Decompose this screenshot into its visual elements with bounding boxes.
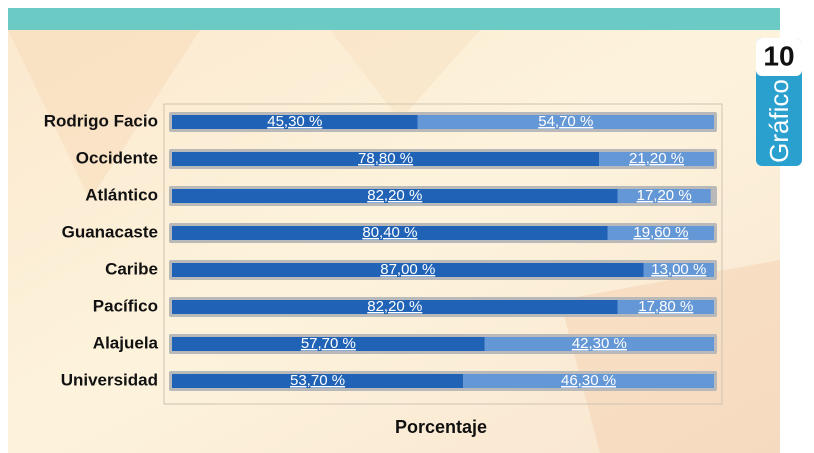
decor bbox=[8, 30, 200, 200]
value-label: 42,30 % bbox=[572, 335, 627, 352]
value-label: 21,20 % bbox=[629, 150, 684, 167]
plot-frame bbox=[163, 103, 723, 405]
value-label: 82,20 % bbox=[367, 187, 422, 204]
top-band bbox=[8, 8, 780, 30]
value-label: 19,60 % bbox=[633, 224, 688, 241]
bar-segment bbox=[172, 115, 418, 129]
category-label: Universidad bbox=[61, 370, 158, 389]
category-label: Rodrigo Facio bbox=[44, 111, 158, 130]
x-axis-label: Porcentaje bbox=[395, 417, 487, 437]
bar-segment bbox=[599, 152, 714, 166]
bar-segment bbox=[617, 300, 714, 314]
bar-segment bbox=[417, 115, 714, 129]
category-label: Atlántico bbox=[85, 185, 158, 204]
bar-segment bbox=[172, 374, 464, 388]
value-label: 13,00 % bbox=[651, 261, 706, 278]
decor bbox=[330, 30, 480, 120]
value-label: 57,70 % bbox=[301, 335, 356, 352]
bar-segment bbox=[484, 337, 714, 351]
value-label: 17,80 % bbox=[638, 298, 693, 315]
value-label: 80,40 % bbox=[362, 224, 417, 241]
value-label: 54,70 % bbox=[538, 113, 593, 130]
value-label: 53,70 % bbox=[290, 372, 345, 389]
category-label: Alajuela bbox=[93, 333, 159, 352]
bar-segment bbox=[617, 189, 711, 203]
value-label: 78,80 % bbox=[358, 150, 413, 167]
bar-segment bbox=[172, 189, 618, 203]
bar-segment bbox=[172, 300, 618, 314]
value-label: 82,20 % bbox=[367, 298, 422, 315]
bar-segment bbox=[607, 226, 714, 240]
value-label: 46,30 % bbox=[561, 372, 616, 389]
value-label: 17,20 % bbox=[637, 187, 692, 204]
bar-segment bbox=[172, 263, 644, 277]
badge-label: Gráfico bbox=[764, 79, 794, 163]
badge-number: 10 bbox=[763, 40, 794, 71]
bar-segment bbox=[463, 374, 714, 388]
value-label: 45,30 % bbox=[267, 113, 322, 130]
badge-top bbox=[756, 38, 802, 76]
bar-segment bbox=[643, 263, 714, 277]
category-label: Caribe bbox=[105, 259, 158, 278]
bar-segment bbox=[172, 337, 485, 351]
category-label: Occidente bbox=[76, 148, 158, 167]
value-label: 87,00 % bbox=[380, 261, 435, 278]
category-label: Pacífico bbox=[93, 296, 158, 315]
bar-segment bbox=[172, 152, 600, 166]
bar-segment bbox=[172, 226, 608, 240]
category-label: Guanacaste bbox=[62, 222, 158, 241]
